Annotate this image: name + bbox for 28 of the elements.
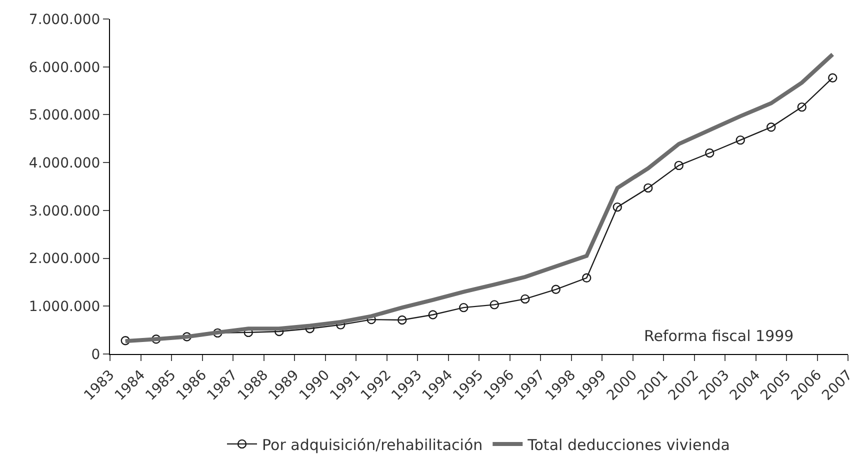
point [736, 135, 745, 145]
point [182, 332, 192, 342]
y-tick-label: 2.000.000 [28, 251, 100, 268]
point [520, 294, 530, 304]
point [705, 148, 714, 158]
point [490, 300, 499, 310]
point [398, 315, 407, 325]
legend-label: Total deducciones vivienda [526, 436, 730, 454]
legend-label: Por adquisición/rehabilitación [262, 436, 483, 454]
point [828, 73, 838, 82]
annotation: Reforma fiscal 1999 [644, 327, 794, 345]
y-tick-label: 0 [91, 346, 100, 363]
point [428, 310, 438, 320]
y-tick-label: 3.000.000 [28, 203, 100, 220]
point [551, 284, 560, 294]
y-tick-label: 1.000.000 [28, 299, 100, 316]
y-tick-label: 7.000.000 [28, 12, 100, 28]
point [582, 273, 592, 283]
point [766, 122, 776, 132]
point [797, 102, 806, 112]
y-tick-label: 5.000.000 [28, 108, 100, 124]
point [459, 302, 468, 312]
point [213, 328, 222, 338]
point [674, 160, 684, 170]
y-tick-label: 4.000.000 [28, 155, 100, 172]
point [644, 183, 653, 193]
y-tick-label: 6.000.000 [28, 60, 100, 76]
point [612, 202, 622, 212]
